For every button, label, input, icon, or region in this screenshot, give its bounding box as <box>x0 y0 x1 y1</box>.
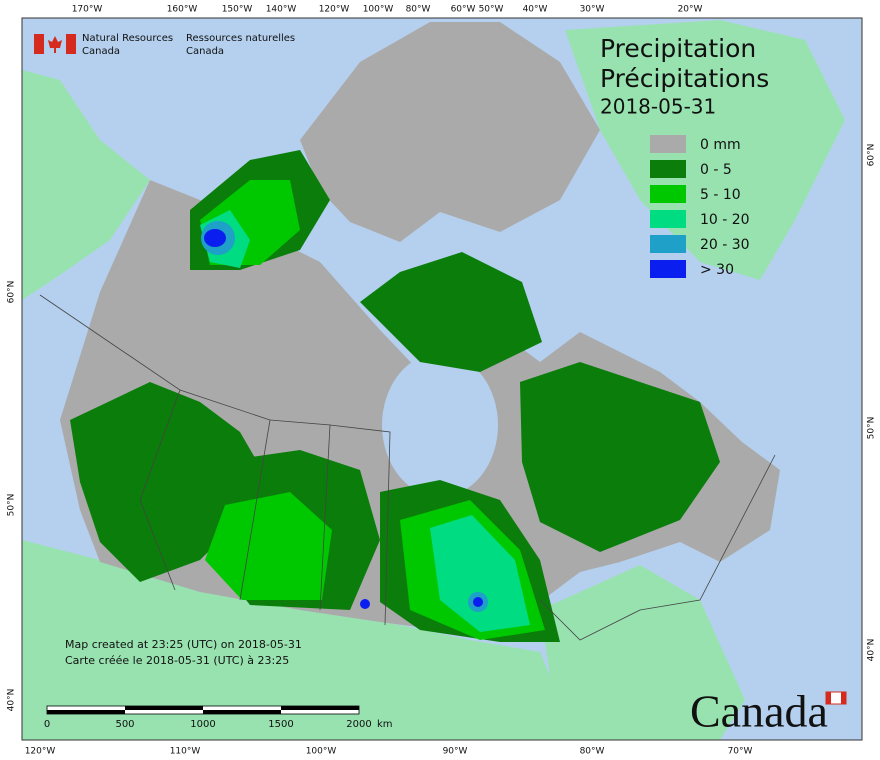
alaska <box>22 70 150 300</box>
scale-label: 0 <box>44 719 50 730</box>
legend-label: 5 - 10 <box>700 187 741 203</box>
top-label: 80°W <box>406 5 431 15</box>
arctic-islands <box>300 22 600 242</box>
bottom-label: 80°W <box>580 747 605 757</box>
agency-en: Canada <box>82 46 120 57</box>
legend-label: 0 - 5 <box>700 162 732 178</box>
title-fr: Précipitations <box>600 64 769 93</box>
precip-nunavut <box>360 252 542 372</box>
agency-fr: Canada <box>186 46 224 57</box>
left-label: 60°N <box>7 281 17 304</box>
credit-fr: Carte créée le 2018-05-31 (UTC) à 23:25 <box>65 654 289 667</box>
map-frame <box>21 17 863 741</box>
top-label: 50°W <box>479 5 504 15</box>
greenland <box>565 20 845 280</box>
border <box>39 294 181 591</box>
bottom-label: 90°W <box>443 747 468 757</box>
graticule-labels: 170°W 160°W 150°W 140°W 120°W 100°W 80°W 60°W 50… <box>7 5 877 757</box>
scale-bar: 0 500 1000 1500 2000 km <box>44 705 393 730</box>
top-label: 150°W <box>222 5 253 15</box>
scale-segment <box>47 710 125 714</box>
bottom-label: 70°W <box>728 747 753 757</box>
precip-ontario-5 <box>473 597 483 607</box>
us-land <box>22 540 600 740</box>
credit-en: Map created at 23:25 (UTC) on 2018-05-31 <box>65 638 302 651</box>
scale-label: 2000 <box>346 719 371 730</box>
precip-ontario-3 <box>430 515 530 632</box>
legend-swatch <box>650 235 686 253</box>
top-label: 60°W <box>451 5 476 15</box>
top-label: 20°W <box>678 5 703 15</box>
top-label: 140°W <box>266 5 297 15</box>
legend-swatch <box>650 260 686 278</box>
precip-quebec <box>520 362 720 552</box>
legend: 0 mm 0 - 5 5 - 10 10 - 20 20 - 30 > 30 <box>650 135 750 278</box>
top-label: 160°W <box>167 5 198 15</box>
scale-label: 1500 <box>268 719 293 730</box>
top-label: 170°W <box>72 5 103 15</box>
border <box>329 424 391 626</box>
title-en: Precipitation <box>600 34 756 63</box>
top-label: 120°W <box>319 5 350 15</box>
legend-label: 10 - 20 <box>700 212 750 228</box>
precip-manitoba-5 <box>360 599 370 609</box>
bottom-label: 120°W <box>25 747 56 757</box>
agency-fr: Ressources naturelles <box>186 33 295 44</box>
wordmark-flag-bar <box>826 692 831 704</box>
title-date: 2018-05-31 <box>600 95 716 119</box>
top-label: 30°W <box>580 5 605 15</box>
scale-label: 500 <box>115 719 134 730</box>
top-label: 100°W <box>363 5 394 15</box>
wordmark-text: Canada <box>690 686 828 737</box>
wordmark-flag-bar <box>841 692 846 704</box>
scale-segment <box>281 706 359 710</box>
right-label: 60°N <box>867 144 877 167</box>
scale-segment <box>125 706 203 710</box>
legend-swatch <box>650 160 686 178</box>
legend-label: > 30 <box>700 262 734 278</box>
legend-swatch <box>650 210 686 228</box>
legend-label: 20 - 30 <box>700 237 750 253</box>
bottom-label: 100°W <box>306 747 337 757</box>
legend-swatch <box>650 135 686 153</box>
legend-swatch <box>650 185 686 203</box>
top-label: 40°W <box>523 5 548 15</box>
left-label: 40°N <box>7 689 17 712</box>
scale-unit: km <box>377 719 393 730</box>
precip-prairies-2 <box>205 492 332 600</box>
flag-bar <box>34 34 44 54</box>
scale-segment <box>203 710 281 714</box>
agency-en: Natural Resources <box>82 33 173 44</box>
flag-leaf <box>48 36 62 53</box>
right-label: 40°N <box>867 639 877 662</box>
hudson-bay <box>382 353 498 497</box>
scale-label: 1000 <box>190 719 215 730</box>
border <box>539 454 776 641</box>
header: Natural Resources Canada Ressources natu… <box>34 33 295 57</box>
precip-north-5 <box>204 229 226 247</box>
bottom-label: 110°W <box>170 747 201 757</box>
wordmark: Canada <box>690 686 847 737</box>
us-northeast <box>540 565 745 740</box>
right-label: 50°N <box>867 417 877 440</box>
flag-bar <box>66 34 76 54</box>
map <box>22 18 862 740</box>
legend-label: 0 mm <box>700 137 741 153</box>
left-label: 50°N <box>7 494 17 517</box>
precip-west <box>70 382 262 582</box>
